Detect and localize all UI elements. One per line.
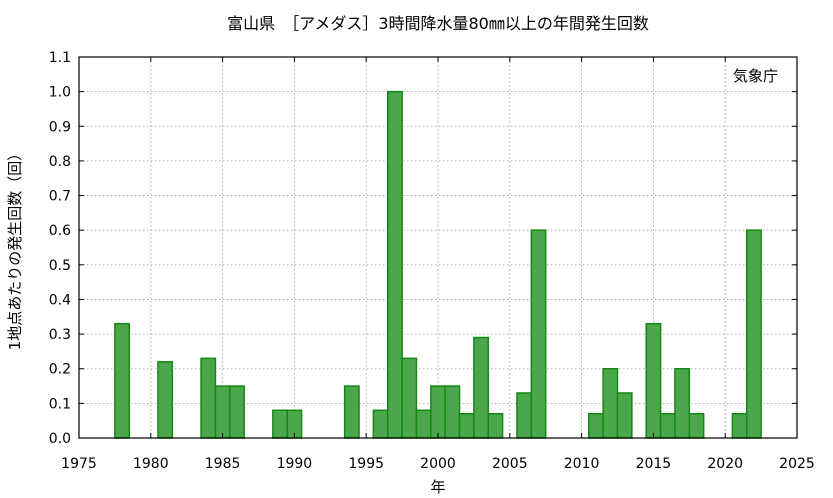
bar-2016 xyxy=(659,413,676,439)
y-tick-label: 1.1 xyxy=(49,50,71,66)
y-tick-label: 0.2 xyxy=(49,362,71,378)
y-tick-label: 0.0 xyxy=(49,431,71,447)
x-axis-label: 年 xyxy=(430,478,445,496)
x-tick-label: 2015 xyxy=(636,456,672,472)
chart-title: 富山県 ［アメダス］3時間降水量80㎜以上の年間発生回数 xyxy=(227,14,649,33)
y-tick-label: 0.3 xyxy=(49,327,71,343)
bar-1998 xyxy=(401,357,418,439)
x-tick-label: 1985 xyxy=(205,456,241,472)
bar-1984 xyxy=(200,357,217,439)
bar-1985 xyxy=(214,385,231,439)
y-tick-label: 0.6 xyxy=(49,223,71,239)
bar-2002 xyxy=(458,413,475,439)
bar-2006 xyxy=(516,392,533,439)
y-tick-label: 1.0 xyxy=(49,85,71,101)
bar-2011 xyxy=(588,413,604,439)
y-axis-label: 1地点あたりの発生回数（回） xyxy=(6,146,24,351)
x-tick-label: 1990 xyxy=(277,456,313,472)
y-tick-label: 0.9 xyxy=(49,119,71,135)
x-tick-label: 1980 xyxy=(133,456,169,472)
source-label: 気象庁 xyxy=(733,67,778,85)
bar-1978 xyxy=(114,322,131,439)
bar-2022 xyxy=(745,229,762,439)
bar-1999 xyxy=(415,409,432,439)
x-tick-label: 2020 xyxy=(707,456,743,472)
bar-1989 xyxy=(272,409,288,439)
bar-2004 xyxy=(487,413,504,439)
bar-2003 xyxy=(473,336,490,439)
bar-1996 xyxy=(372,409,389,439)
y-tick-label: 0.5 xyxy=(49,258,71,274)
x-tick-label: 1995 xyxy=(348,456,384,472)
bar-1997 xyxy=(386,90,403,439)
bar-2000 xyxy=(430,385,446,439)
x-tick-label: 2010 xyxy=(564,456,600,472)
y-tick-label: 0.8 xyxy=(49,154,71,170)
x-tick-label: 2000 xyxy=(420,456,456,472)
bar-2021 xyxy=(731,413,748,439)
bar-1986 xyxy=(229,385,245,439)
bar-1994 xyxy=(343,385,360,439)
bar-1981 xyxy=(157,361,174,439)
x-axis-ticks: 1975 1980 1985 1990 1995 2000 2005 2010 2015 2020… xyxy=(61,57,815,472)
y-axis-ticks: 0.0 0.1 0.2 0.3 0.4 0.5 0.6 0.7 0.8 0.9 1.0 1.1 xyxy=(49,50,797,447)
bar-2017 xyxy=(674,367,691,439)
bars xyxy=(114,90,762,439)
y-tick-label: 0.7 xyxy=(49,189,71,205)
bar-2018 xyxy=(688,413,705,439)
y-tick-label: 0.1 xyxy=(49,396,71,412)
x-tick-label: 2005 xyxy=(492,456,528,472)
y-tick-label: 0.4 xyxy=(49,292,71,308)
bar-2007 xyxy=(530,229,547,439)
x-tick-label: 1975 xyxy=(61,456,97,472)
x-tick-label: 2025 xyxy=(779,456,815,472)
bar-2013 xyxy=(616,392,633,439)
bar-2015 xyxy=(645,322,662,439)
bar-2001 xyxy=(444,385,461,439)
bar-2012 xyxy=(602,367,619,439)
